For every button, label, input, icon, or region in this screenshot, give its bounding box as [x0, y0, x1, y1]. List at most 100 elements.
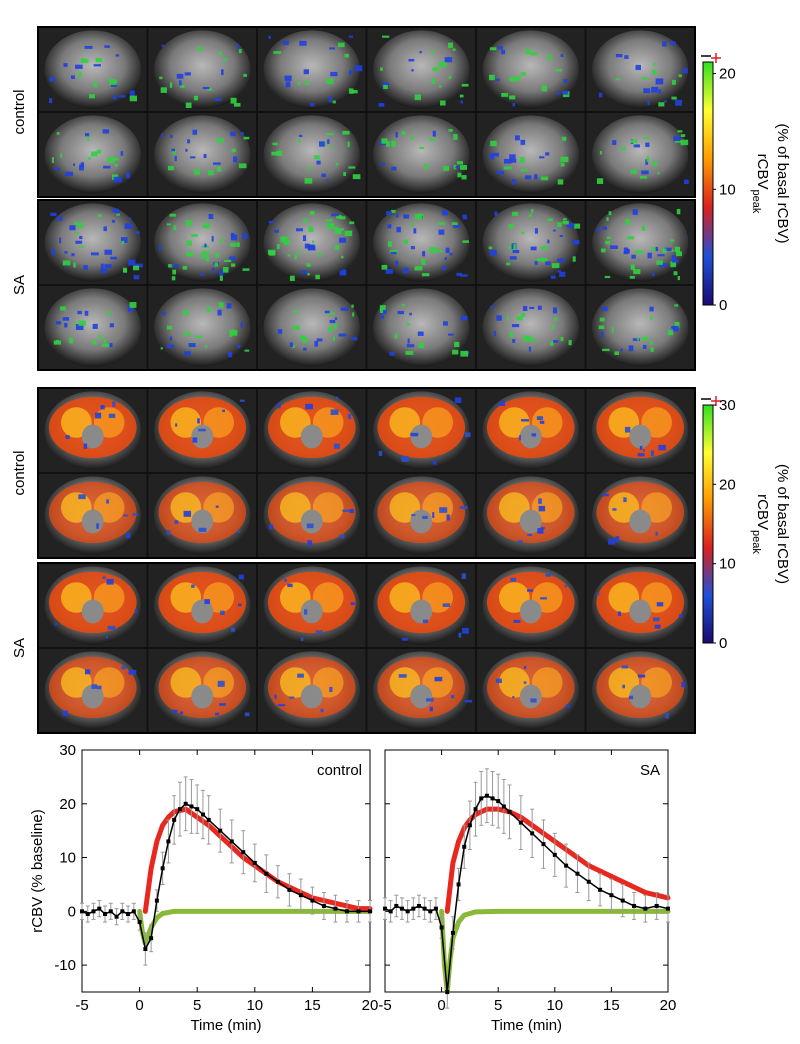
- low-region: [519, 424, 542, 449]
- activation-blob: [458, 632, 462, 638]
- colorbar-label-main: rCBV: [754, 494, 771, 530]
- brain-slice: [154, 30, 251, 109]
- activation-blob: [54, 623, 58, 626]
- activation-blob: [514, 135, 520, 141]
- activation-blob: [629, 275, 635, 279]
- activation-blob: [301, 637, 304, 641]
- activation-blob: [174, 156, 177, 162]
- activation-blob: [508, 224, 514, 229]
- activation-blob: [380, 162, 386, 166]
- activation-blob: [327, 312, 336, 315]
- activation-blob: [422, 251, 426, 257]
- data-point: [564, 863, 569, 868]
- activation-blob: [217, 680, 225, 687]
- x-tick-label: -5: [378, 997, 391, 1014]
- activation-blob: [197, 46, 203, 52]
- activation-blob: [277, 329, 283, 334]
- activation-blob: [75, 240, 83, 244]
- activation-blob: [655, 78, 664, 85]
- activation-blob: [269, 250, 275, 256]
- activation-blob: [621, 665, 628, 669]
- activation-blob: [541, 85, 548, 92]
- activation-blob: [334, 226, 338, 230]
- activation-blob: [674, 321, 680, 328]
- activation-blob: [309, 210, 315, 215]
- activation-blob: [233, 156, 238, 163]
- activation-blob: [127, 306, 134, 312]
- activation-blob: [307, 166, 311, 170]
- activation-blob: [440, 100, 446, 106]
- activation-blob: [494, 211, 498, 216]
- activation-blob: [301, 270, 308, 274]
- data-point: [126, 912, 131, 917]
- activation-blob: [438, 61, 447, 67]
- data-point: [666, 906, 670, 911]
- activation-blob: [292, 325, 300, 330]
- activation-blob: [561, 136, 567, 141]
- activation-blob: [84, 310, 89, 316]
- activation-blob: [84, 45, 93, 49]
- activation-blob: [306, 523, 314, 529]
- activation-blob: [292, 345, 296, 348]
- activation-blob: [630, 169, 637, 174]
- activation-blob: [199, 273, 205, 276]
- activation-blob: [529, 306, 535, 310]
- activation-blob: [556, 91, 561, 95]
- panel-label: control: [11, 89, 28, 134]
- activation-blob: [547, 54, 552, 61]
- activation-blob: [431, 50, 435, 54]
- activation-blob: [429, 706, 433, 712]
- activation-blob: [316, 338, 323, 342]
- activation-blob: [124, 223, 133, 229]
- activation-blob: [184, 72, 191, 76]
- activation-blob: [348, 35, 354, 38]
- activation-blob: [540, 597, 547, 600]
- activation-blob: [418, 342, 425, 348]
- data-point: [462, 844, 467, 849]
- activation-blob: [410, 136, 414, 140]
- activation-blob: [378, 103, 385, 107]
- data-point: [172, 817, 177, 822]
- data-point: [103, 912, 108, 917]
- activation-blob: [65, 171, 74, 176]
- activation-blob: [214, 262, 218, 267]
- brain-slice: [592, 288, 689, 367]
- activation-blob: [56, 131, 60, 135]
- activation-blob: [658, 102, 665, 107]
- activation-blob: [652, 69, 657, 75]
- activation-blob: [128, 669, 137, 675]
- data-point: [218, 828, 223, 833]
- data-point: [394, 903, 399, 908]
- activation-blob: [567, 222, 574, 227]
- activation-blob: [411, 514, 416, 517]
- activation-blob: [171, 148, 176, 152]
- plot-frame: [81, 749, 371, 993]
- activation-blob: [211, 236, 214, 242]
- brain-slice: [373, 288, 470, 367]
- low-region: [629, 684, 652, 709]
- panel-background: [38, 563, 695, 733]
- activation-blob: [444, 57, 453, 63]
- activation-blob: [100, 263, 104, 270]
- activation-blob: [614, 351, 619, 356]
- activation-blob: [277, 402, 281, 409]
- activation-blob: [394, 333, 398, 339]
- x-tick-label: 10: [546, 997, 563, 1014]
- data-point: [97, 906, 102, 911]
- activation-blob: [403, 239, 408, 245]
- activation-blob: [506, 315, 509, 321]
- colorbar-tick-label: 0: [719, 297, 727, 314]
- activation-blob: [411, 69, 414, 72]
- activation-blob: [240, 322, 243, 328]
- activation-blob: [403, 214, 410, 219]
- activation-blob: [572, 239, 580, 245]
- activation-blob: [352, 89, 358, 94]
- activation-blob: [451, 222, 458, 226]
- activation-blob: [79, 236, 83, 240]
- brain-slice: [592, 203, 689, 282]
- activation-blob: [95, 57, 103, 63]
- activation-blob: [268, 220, 274, 224]
- activation-blob: [347, 413, 352, 419]
- data-point: [333, 906, 338, 911]
- activation-blob: [222, 58, 228, 62]
